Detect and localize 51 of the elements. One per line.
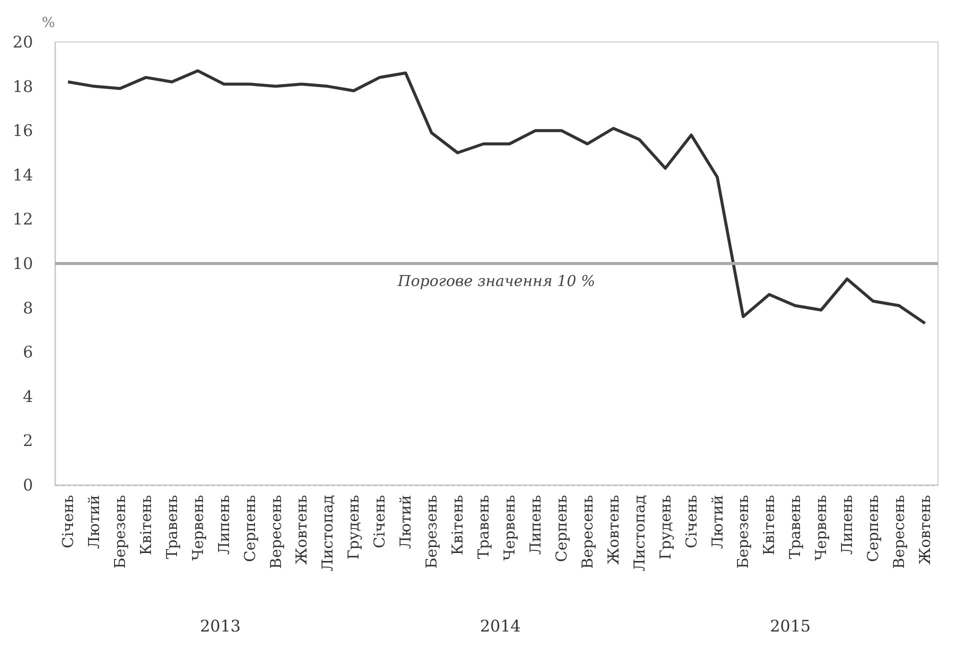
x-tick-label: Травень: [474, 495, 493, 560]
text: 2013: [200, 616, 241, 636]
x-tick-label: Вересень: [890, 495, 908, 569]
y-axis-title: %: [42, 15, 55, 31]
x-tick-label: Липень: [214, 495, 233, 555]
x-tick-label: Березень: [422, 495, 441, 569]
x-tick-label: Березень: [734, 495, 752, 569]
x-tick-label: Липень: [526, 495, 544, 555]
x-tick-label: Січень: [58, 495, 77, 548]
x-tick-label: Квітень: [136, 495, 155, 556]
y-tick-label: 10: [12, 254, 33, 273]
text: 2015: [770, 616, 811, 636]
x-tick-label: Вересень: [266, 495, 285, 569]
line-series: [66, 69, 927, 325]
x-tick-label: Лютий: [84, 495, 103, 549]
x-tick-label: Липень: [838, 495, 856, 555]
y-tick-label: 20: [12, 32, 33, 52]
x-tick-label: Травень: [162, 495, 181, 560]
x-tick-label: Червень: [812, 495, 830, 561]
y-tick-label: 6: [22, 342, 33, 362]
x-tick-label: Січень: [682, 495, 700, 548]
x-tick-label: Лютий: [708, 495, 726, 549]
x-tick-label: Січень: [370, 495, 389, 548]
x-tick-label: Жовтень: [916, 495, 934, 565]
text: 2014: [480, 616, 521, 636]
y-tick-label: 4: [22, 386, 33, 406]
x-tick-label: Квітень: [448, 495, 467, 556]
x-tick-label: Листопад: [630, 495, 648, 572]
y-tick-label: 14: [12, 165, 33, 184]
x-tick-label: Червень: [188, 495, 207, 561]
x-tick-label: Травень: [786, 495, 804, 560]
x-tick-label: Серпень: [864, 495, 882, 562]
x-tick-label: Вересень: [578, 495, 596, 569]
x-tick-label: Серпень: [240, 495, 259, 562]
x-tick-label: Листопад: [318, 495, 337, 572]
x-tick-label: Жовтень: [292, 495, 311, 565]
ref-line-label: Порогове значення 10 %: [396, 272, 596, 290]
y-tick-label: 2: [22, 431, 33, 450]
y-tick-label: 0: [22, 476, 33, 494]
x-tick-label: Червень: [500, 495, 518, 561]
x-tick-label: Лютий: [396, 495, 415, 549]
x-tick-label: Серпень: [552, 495, 570, 562]
y-tick-label: 18: [12, 76, 33, 96]
x-tick-label: Жовтень: [604, 495, 622, 565]
x-tick-label: Грудень: [344, 495, 363, 560]
y-tick-label: 16: [12, 121, 33, 140]
y-tick-label: 8: [22, 298, 33, 318]
y-tick-label: 12: [12, 210, 33, 229]
x-tick-label: Грудень: [656, 495, 674, 560]
x-tick-label: Березень: [110, 495, 129, 569]
x-tick-label: Квітень: [760, 495, 778, 556]
